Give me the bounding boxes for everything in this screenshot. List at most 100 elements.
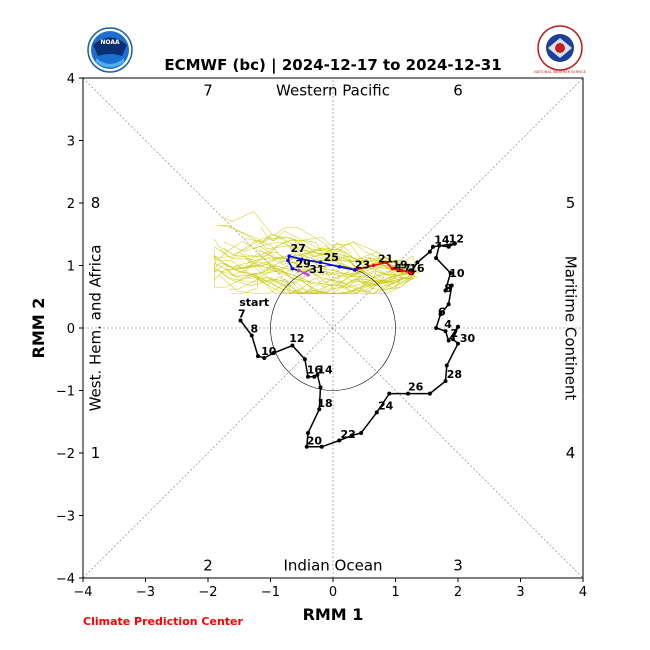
phase-label: 6 <box>453 82 463 100</box>
observed-day-label: 22 <box>341 428 356 441</box>
ensemble-member-line <box>214 248 409 269</box>
observed-point <box>456 324 460 329</box>
observed-day-label: 12 <box>289 332 304 345</box>
y-tick-label: −1 <box>56 385 75 400</box>
forecast-point <box>290 266 295 271</box>
y-axis-label: RMM 2 <box>29 298 48 359</box>
forecast-point <box>318 260 323 265</box>
region-label-top: Western Pacific <box>276 82 390 100</box>
observed-point <box>446 338 451 343</box>
forecast-day-label: 19 <box>392 259 407 272</box>
observed-day-label: 26 <box>408 381 424 394</box>
x-tick-label: 2 <box>454 585 462 600</box>
observed-day-label: 16 <box>409 262 425 275</box>
y-tick-label: 0 <box>67 322 75 337</box>
forecast-day-label: 27 <box>291 242 306 255</box>
phase-label: 4 <box>566 444 576 462</box>
x-tick-label: 1 <box>391 585 399 600</box>
forecast-point <box>296 268 301 273</box>
ensemble-member-line <box>245 240 411 268</box>
observed-point <box>437 243 442 248</box>
ensemble-member-line <box>243 233 419 278</box>
phase-label: 8 <box>91 194 101 212</box>
y-tick-label: −3 <box>56 510 75 525</box>
ensemble-members <box>214 211 421 294</box>
ensemble-member-line <box>245 257 418 288</box>
observed-day-label: 8 <box>444 282 452 295</box>
observed-day-label: 12 <box>449 232 464 245</box>
ensemble-member-line <box>260 226 419 275</box>
y-tick-label: 1 <box>67 260 75 275</box>
forecast-point <box>384 260 388 265</box>
forecast-point <box>337 264 342 269</box>
observed-point <box>306 374 310 379</box>
nws-logo-text: NATIONAL WEATHER SERVICE <box>534 70 586 74</box>
observed-point <box>434 326 439 330</box>
observed-point <box>449 283 454 288</box>
forecast-day-label: 25 <box>324 251 339 264</box>
observed-day-label: 10 <box>261 345 277 358</box>
observed-point <box>290 343 295 348</box>
observed-point <box>448 271 453 275</box>
observed-point <box>256 354 260 359</box>
observed-point <box>446 302 451 307</box>
observed-day-label: 8 <box>251 322 259 335</box>
x-tick-label: −3 <box>136 585 155 600</box>
x-tick-label: −2 <box>198 585 217 600</box>
observed-day-label: start <box>239 296 269 309</box>
ensemble-member-line <box>236 263 417 294</box>
observed-day-label: 4 <box>444 318 452 331</box>
x-tick-label: −4 <box>73 585 92 600</box>
observed-point <box>443 379 448 384</box>
y-tick-label: 2 <box>67 197 75 212</box>
observed-point <box>456 341 460 346</box>
ensemble-member-line <box>215 255 415 287</box>
observed-point <box>406 391 410 396</box>
region-label-right: Maritime Continent <box>562 256 580 401</box>
x-tick-label: 3 <box>516 585 524 600</box>
ensemble-member-line <box>214 272 403 294</box>
forecast-point <box>409 271 413 275</box>
forecast-day-label: 29 <box>296 257 311 270</box>
observed-point <box>319 444 324 449</box>
observed-point <box>415 260 420 265</box>
observed-day-label: 28 <box>447 368 462 381</box>
observed-day-label: 14 <box>317 364 333 377</box>
forecast-day-label: 23 <box>355 259 370 272</box>
observed-point <box>387 391 392 396</box>
observed-day-label: 16 <box>307 364 323 377</box>
observed-point <box>434 256 439 260</box>
forecast-point <box>390 266 395 271</box>
observed-day-label: 24 <box>378 399 394 412</box>
observed-point <box>443 288 448 293</box>
observed-point <box>452 241 457 246</box>
observed-point <box>444 363 449 368</box>
x-tick-label: 0 <box>329 585 337 600</box>
observed-point <box>349 433 354 438</box>
y-tick-label: −4 <box>56 572 75 587</box>
observed-point <box>249 333 254 338</box>
observed-day-label: 7 <box>238 307 246 320</box>
observed-point <box>374 410 379 415</box>
observed-point <box>312 374 317 379</box>
observed-day-label: 6 <box>438 306 446 319</box>
forecast-day-label: 21 <box>378 252 393 265</box>
x-tick-label: 4 <box>579 585 587 600</box>
noaa-logo-text: NOAA <box>100 39 120 46</box>
phase-label: 2 <box>203 557 213 575</box>
x-tick-label: −1 <box>261 585 280 600</box>
ensemble-member-line <box>254 267 408 294</box>
chart-title: ECMWF (bc) | 2024-12-17 to 2024-12-31 <box>164 56 501 75</box>
observed-point <box>431 244 435 249</box>
forecast-point <box>306 273 310 277</box>
phase-label: 7 <box>203 82 213 100</box>
region-label-bottom: Indian Ocean <box>283 557 382 575</box>
forecast-point <box>286 258 290 263</box>
observed-point <box>451 337 455 342</box>
nws-logo: NATIONAL WEATHER SERVICE <box>534 25 586 74</box>
ensemble-member-line <box>224 265 411 284</box>
observed-point <box>359 431 364 435</box>
ensemble-member-line <box>223 241 407 289</box>
forecast-point <box>303 271 307 275</box>
